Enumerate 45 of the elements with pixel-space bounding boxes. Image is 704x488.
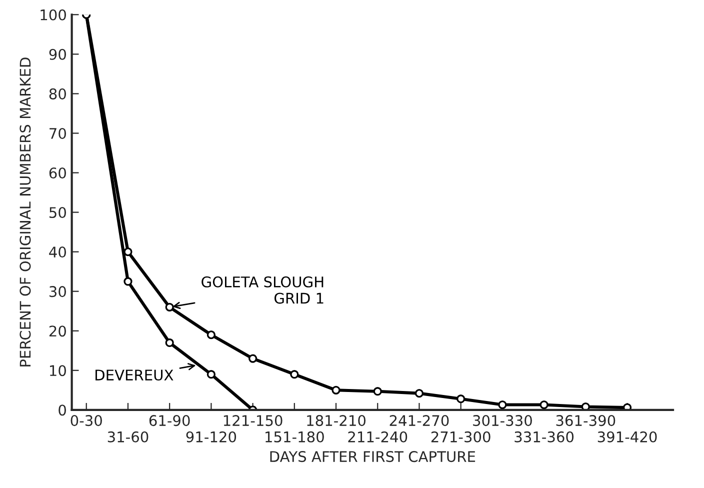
x-tick-label: 181-210 xyxy=(307,415,366,426)
y-tick-label: 50 xyxy=(50,206,66,218)
series-label: GOLETA SLOUGH GRID 1 xyxy=(202,276,324,304)
x-tick-label: 391-420 xyxy=(598,431,657,442)
point xyxy=(414,389,424,398)
x-tick-label: 61-90 xyxy=(149,415,190,426)
point xyxy=(165,338,174,348)
point xyxy=(206,330,216,340)
y-tick-label: 100 xyxy=(40,9,66,20)
point xyxy=(581,402,590,410)
point xyxy=(540,400,548,410)
y-tick-label: 60 xyxy=(49,167,66,178)
x-tick-label: 241-270 xyxy=(390,415,449,426)
point xyxy=(165,302,174,312)
y-tick-label: 30 xyxy=(50,286,66,298)
x-tick-label: 301-330 xyxy=(473,415,532,426)
y-tick-label: 10 xyxy=(50,365,66,376)
y-tick-label: 20 xyxy=(49,326,66,337)
y-tick-label: 90 xyxy=(49,48,66,60)
y-tick-label: 70 xyxy=(50,128,66,139)
x-tick-label: 91-120 xyxy=(186,431,236,442)
x-tick-label: 31-60 xyxy=(108,431,148,442)
x-tick-label: 331-360 xyxy=(514,431,574,442)
point xyxy=(498,400,507,410)
x-tick-label: 0-30 xyxy=(70,415,102,426)
x-tick-label: 271-300 xyxy=(431,431,490,442)
y-tick-label: 40 xyxy=(49,246,66,258)
point xyxy=(373,387,382,396)
x-tick-label: 361-390 xyxy=(556,415,616,426)
point xyxy=(456,394,466,404)
x-axis-title: DAYS AFTER FIRST CAPTURE xyxy=(270,451,476,462)
point xyxy=(290,370,299,379)
x-tick-label: 121-150 xyxy=(224,415,282,426)
point xyxy=(124,277,132,286)
point xyxy=(248,354,258,363)
point xyxy=(622,403,632,410)
point xyxy=(124,248,132,256)
x-tick-label: 151-180 xyxy=(266,431,324,442)
y-tick-label: 0 xyxy=(58,404,66,416)
legend-label: DEVEREUX xyxy=(96,370,174,381)
x-tick-label: 211-240 xyxy=(348,431,408,442)
y-tick-label: 80 xyxy=(49,88,66,100)
y-axis-title: PERCENT OF ORIGINAL NUMBERS MARKED xyxy=(20,58,31,366)
point xyxy=(332,386,340,394)
point xyxy=(206,370,216,379)
